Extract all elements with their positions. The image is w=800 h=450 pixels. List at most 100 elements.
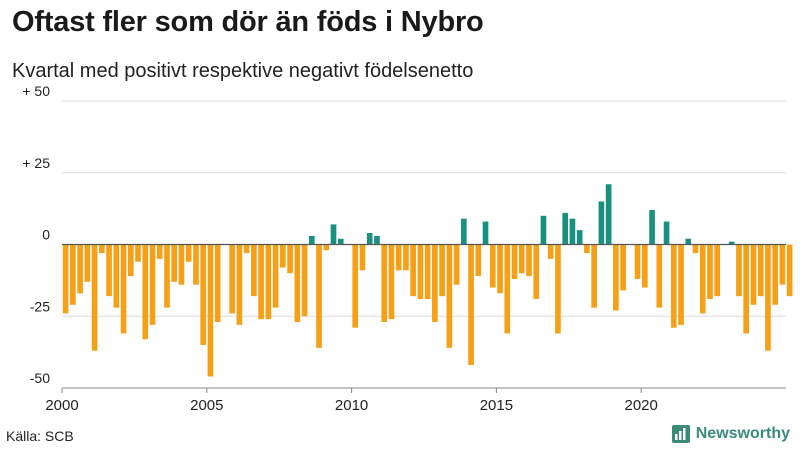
x-tick-label: 2020 [625,397,658,414]
bar-negative [287,244,293,274]
bar-negative [280,244,286,268]
bar-negative [642,244,648,288]
bar-negative [251,244,257,297]
newsworthy-logo-icon [671,425,690,443]
bar-negative [779,244,786,285]
bar-negative [432,244,438,322]
bar-negative [381,244,388,322]
bar-positive [366,233,373,245]
bar-negative [62,244,69,314]
bar-negative [620,244,626,291]
bar-negative [424,244,431,300]
newsworthy-logo[interactable]: Newsworthy [671,425,790,443]
bar-positive [330,224,337,245]
bar-positive [337,238,344,245]
bar-negative [591,244,597,308]
bar-negative [757,244,764,297]
bar-positive [569,218,576,245]
y-tick-label: 0 [42,227,50,243]
bar-negative [453,244,460,285]
bar-negative [91,244,98,351]
bar-positive [576,230,583,245]
brand-name: Newsworthy [695,425,790,442]
bar-negative [352,244,359,328]
bar-negative [120,244,127,334]
bar-negative [555,244,561,334]
bar-negative [243,244,250,254]
bar-negative [316,244,322,348]
bar-negative [113,244,120,308]
bar-negative [446,244,453,348]
x-tick-label: 2000 [45,397,78,414]
bar-negative [670,244,677,328]
bar-negative [395,244,402,271]
bar-negative [511,244,518,279]
bar-negative [417,244,424,300]
bar-negative [207,244,214,377]
bar-negative [547,244,554,259]
bar-negative [301,244,308,317]
bar-negative [127,244,134,277]
bar-positive [598,201,605,245]
bar-negative [142,244,149,340]
bar-negative [678,244,684,325]
bar-negative [765,244,771,351]
bar-negative [714,244,721,297]
bar-negative [84,244,91,282]
bar-positive [461,218,467,245]
bar-negative [533,244,540,300]
bar-positive [562,212,569,245]
bar-positive [649,210,655,245]
bar-negative [149,244,156,325]
source-label: Källa: SCB [6,428,74,444]
x-tick-label: 2015 [480,397,513,414]
x-tick-label: 2010 [335,397,368,414]
bar-positive [685,238,692,245]
bar-negative [265,244,272,320]
bar-negative [634,244,641,279]
bar-negative [468,244,474,366]
chart-subtitle: Kvartal med positivt respektive negativt… [12,60,474,82]
bar-negative [526,244,532,277]
bar-positive [482,221,489,245]
bar-negative [410,244,416,297]
bar-negative [294,244,301,322]
bar-negative [489,244,496,288]
y-tick-label: + 25 [22,155,50,171]
y-tick-label: -50 [30,370,50,386]
bar-negative [359,244,366,271]
bar-negative [504,244,511,334]
y-tick-label: + 50 [22,83,50,99]
bar-negative [584,244,590,254]
bar-negative [164,244,170,308]
x-tick-label: 2005 [190,397,223,414]
bar-negative [786,244,793,297]
bar-negative [77,244,83,294]
bar-negative [99,244,105,254]
bar-negative [518,244,525,274]
bar-positive [540,215,547,245]
bar-negative [692,244,699,254]
y-tick-label: -25 [30,298,50,314]
bar-negative [272,244,279,308]
bar-negative [497,244,503,294]
bar-negative [236,244,243,325]
bar-negative [439,244,445,297]
zero-line [62,243,786,389]
bar-positive [728,241,735,245]
bar-positive [605,184,612,245]
bar-negative [185,244,192,262]
bar-positive [374,235,380,245]
bar-negative [656,244,663,308]
bar-negative [171,244,178,282]
bar-positive [663,221,670,245]
bar-negative [193,244,199,285]
chart-title: Oftast fler som dör än föds i Nybro [12,6,484,38]
bar-negative [156,244,163,259]
bar-negative [200,244,207,345]
bar-positive [308,235,315,245]
bar-negative [736,244,742,297]
bar-negative [135,244,141,262]
bar-negative [707,244,713,300]
